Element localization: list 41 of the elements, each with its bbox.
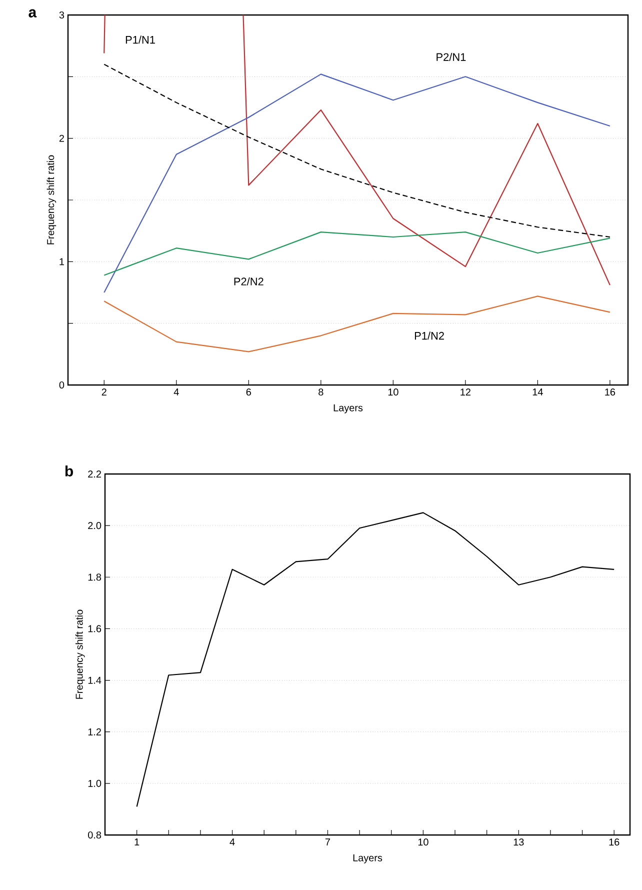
x-tick-label: 6 <box>246 388 251 396</box>
y-tick-label: 3 <box>59 11 64 19</box>
y-tick-label: 1.2 <box>88 728 101 736</box>
x-tick-label: 4 <box>230 838 235 846</box>
x-tick-label: 10 <box>388 388 398 396</box>
y-tick-label: 1 <box>60 258 64 266</box>
x-tick-label: 13 <box>514 838 524 846</box>
y-tick-label: 0 <box>59 381 64 389</box>
x-tick-label: 2 <box>102 388 106 396</box>
x-tick-label: 1 <box>134 838 140 846</box>
y-tick-label: 1.6 <box>88 625 102 632</box>
y-tick-label: 2 <box>59 134 64 142</box>
x-tick-label: 16 <box>609 838 620 846</box>
y-tick-label: 1.4 <box>88 676 102 684</box>
chart-title: a <box>28 9 37 18</box>
y-tick-label: 2.0 <box>88 522 102 530</box>
chart-title: b <box>65 465 73 476</box>
series-label: P1/N2 <box>414 332 444 340</box>
y-axis-title: Frequency shift ratio <box>75 610 85 699</box>
series-label: P2/N1 <box>436 52 466 61</box>
line-series <box>104 64 610 238</box>
y-axis-title: Frequency shift ratio <box>46 155 56 244</box>
x-tick-label: 4 <box>174 388 179 396</box>
x-tick-label: 10 <box>418 838 428 846</box>
series-label: P1/N1 <box>126 36 155 44</box>
line-series <box>104 74 610 294</box>
y-tick-label: 1.0 <box>88 780 102 787</box>
y-tick-label: 2.2 <box>88 470 101 478</box>
series-label: P2/N2 <box>234 277 264 286</box>
line-series <box>104 232 610 276</box>
line-series <box>104 296 610 352</box>
x-tick-label: 8 <box>318 388 324 396</box>
y-tick-label: 0.8 <box>88 831 102 839</box>
y-tick-label: 1.8 <box>88 574 102 581</box>
x-tick-label: 14 <box>532 388 543 396</box>
x-tick-label: 16 <box>605 388 616 396</box>
x-tick-label: 12 <box>460 388 470 396</box>
x-axis-title: Layers <box>353 854 382 864</box>
x-axis-title: Layers <box>334 404 363 414</box>
line-series <box>136 512 615 808</box>
x-tick-label: 7 <box>325 838 330 846</box>
